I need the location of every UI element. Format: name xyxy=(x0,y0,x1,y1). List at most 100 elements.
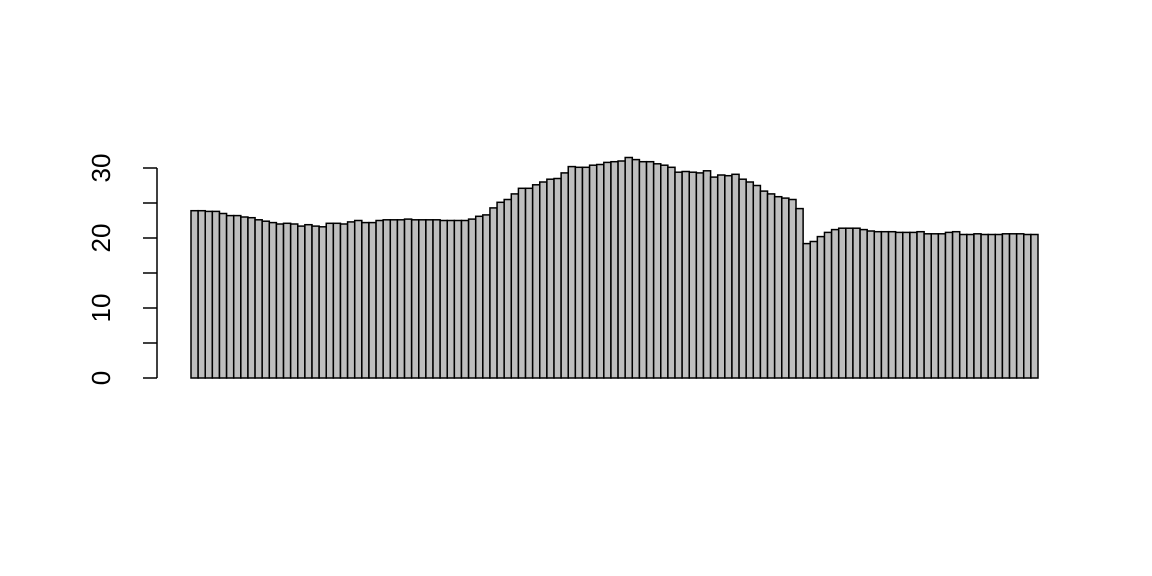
bar xyxy=(894,231,904,379)
bar xyxy=(966,233,975,379)
bar xyxy=(788,198,797,379)
bar xyxy=(781,197,790,379)
bar xyxy=(531,184,541,379)
bar xyxy=(232,214,242,379)
bar xyxy=(339,223,349,379)
bar xyxy=(432,219,441,379)
bar xyxy=(225,214,235,379)
bar xyxy=(567,165,577,379)
bar xyxy=(902,231,911,379)
bar xyxy=(190,209,199,379)
bar xyxy=(1008,233,1018,379)
bar xyxy=(802,242,811,379)
bar xyxy=(524,187,534,379)
bar xyxy=(1015,233,1025,379)
bar xyxy=(375,219,384,379)
y-tick-label: 10 xyxy=(86,294,116,323)
bar xyxy=(738,178,747,379)
bar xyxy=(958,233,968,379)
bar xyxy=(980,233,989,379)
bar xyxy=(702,170,712,379)
bar xyxy=(297,225,306,379)
bar xyxy=(1030,233,1039,379)
bar xyxy=(923,233,932,379)
bar xyxy=(595,163,605,379)
bar xyxy=(396,219,406,379)
bar xyxy=(631,158,641,379)
bar xyxy=(389,219,399,379)
bar xyxy=(674,171,683,379)
bar xyxy=(909,231,918,379)
bar xyxy=(624,156,634,379)
bar xyxy=(638,160,648,379)
bar xyxy=(1001,233,1011,379)
bar xyxy=(311,225,320,379)
bar xyxy=(937,233,947,379)
bar xyxy=(610,160,619,379)
bar xyxy=(916,230,925,379)
bar xyxy=(830,228,840,379)
y-tick-label: 20 xyxy=(86,224,116,253)
bar xyxy=(731,173,740,379)
bar xyxy=(660,164,669,379)
bar xyxy=(353,219,363,379)
bar xyxy=(546,178,555,379)
bar xyxy=(410,219,420,379)
bar xyxy=(716,174,726,379)
bar xyxy=(652,163,662,379)
y-axis: 0 10 20 30 xyxy=(86,154,158,385)
bar xyxy=(332,222,342,379)
bar xyxy=(382,219,392,379)
bar xyxy=(261,220,271,379)
bar xyxy=(745,181,755,379)
bar xyxy=(709,176,719,379)
bar xyxy=(489,207,498,379)
bar xyxy=(218,212,228,379)
bar xyxy=(994,233,1004,379)
bar xyxy=(887,230,897,379)
bar xyxy=(275,223,285,379)
bar xyxy=(474,215,484,379)
bar xyxy=(467,218,477,379)
bar xyxy=(617,160,626,379)
bar xyxy=(304,223,313,379)
bar xyxy=(987,233,997,379)
bar xyxy=(418,219,427,379)
bar xyxy=(496,201,505,379)
bar xyxy=(581,166,591,379)
bar xyxy=(368,221,377,379)
bar xyxy=(944,231,954,379)
bar xyxy=(446,219,456,379)
bar xyxy=(460,219,470,379)
bar xyxy=(211,210,221,379)
bar xyxy=(346,221,356,379)
bar xyxy=(268,221,278,379)
bar xyxy=(453,219,463,379)
bar xyxy=(318,226,327,379)
bar xyxy=(282,222,292,379)
bar xyxy=(973,233,982,379)
bar xyxy=(240,216,249,379)
y-tick-label: 0 xyxy=(86,371,116,385)
bar xyxy=(517,187,527,379)
bar xyxy=(859,228,868,379)
bar xyxy=(403,218,413,379)
bar xyxy=(204,210,214,379)
bar xyxy=(439,219,448,379)
bar xyxy=(852,227,861,379)
bar xyxy=(197,209,206,379)
bar xyxy=(930,233,940,379)
bars-group xyxy=(190,156,1039,379)
bar xyxy=(880,230,890,379)
bar xyxy=(247,216,256,379)
bar xyxy=(759,190,769,379)
bar xyxy=(325,222,335,379)
bar xyxy=(695,172,705,379)
bar xyxy=(873,230,883,379)
bar xyxy=(681,170,690,379)
bar xyxy=(752,184,762,379)
bar xyxy=(837,227,847,379)
bar xyxy=(816,235,826,379)
bar xyxy=(809,240,819,379)
